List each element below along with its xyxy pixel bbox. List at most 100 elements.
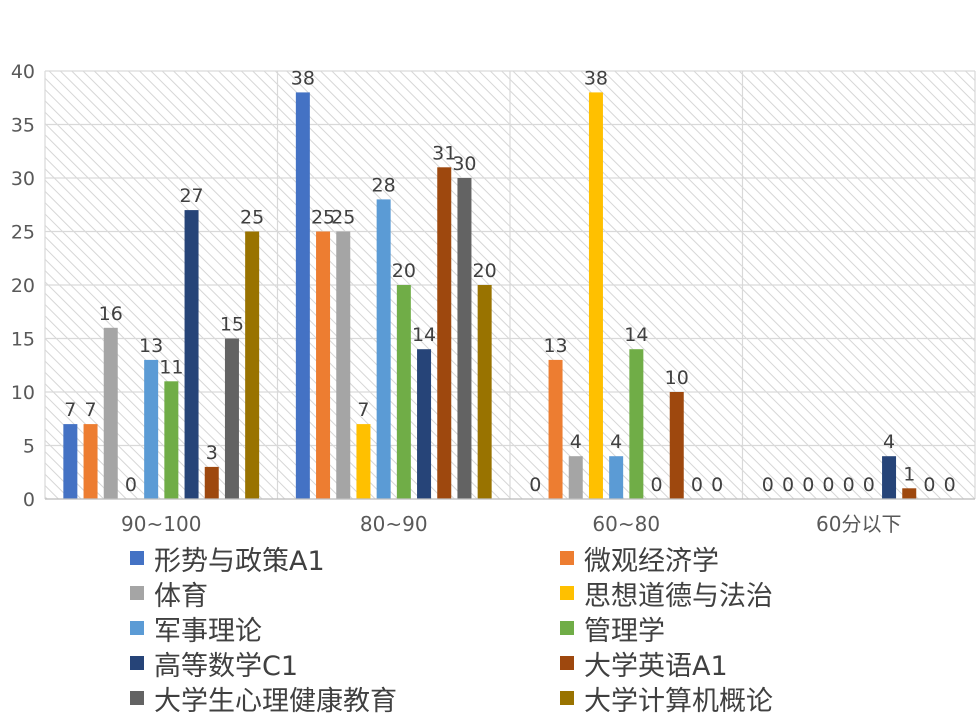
legend-label: 思想道德与法治 [584,580,773,612]
legend-swatch [560,621,574,635]
data-label: 25 [331,207,355,229]
legend-label: 大学计算机概论 [584,685,773,717]
legend-swatch [130,586,144,600]
bar-2-2 [568,456,583,499]
legend-item: 大学生心理健康教育 [130,681,397,717]
data-label: 4 [610,431,622,453]
bar-2-4 [609,456,624,499]
bar-1-6 [417,349,432,499]
data-label: 10 [665,367,689,389]
bar-0-7 [204,466,219,499]
data-label: 0 [944,474,956,496]
bar-0-9 [245,231,260,499]
legend-label: 体育 [154,580,208,612]
data-label: 28 [372,174,396,196]
y-tick-label: 30 [11,168,35,190]
data-label: 11 [159,356,183,378]
bar-2-1 [548,359,563,499]
bar-0-4 [144,359,159,499]
data-label: 16 [99,303,123,325]
legend-label: 大学英语A1 [584,650,728,682]
bars [63,92,917,500]
bar-1-3 [356,424,371,499]
data-label: 7 [64,399,76,421]
data-label: 0 [125,474,137,496]
legend-label: 管理学 [584,615,665,647]
legend-swatch [560,586,574,600]
data-labels: 7 716013112731525382525728201431302001343… [64,67,955,496]
x-category-label: 60~80 [592,512,660,536]
data-label: 30 [452,153,476,175]
data-label: 0 [923,474,935,496]
bar-0-5 [164,381,179,499]
legend-swatch [560,551,574,565]
bar-1-4 [376,199,391,499]
bar-0-2 [103,327,118,499]
legend-item: 大学计算机概论 [560,681,773,717]
legend-label: 大学生心理健康教育 [154,685,397,717]
legend-swatch [130,656,144,670]
bar-1-9 [477,285,492,499]
data-label: 27 [179,185,203,207]
legend-item: 体育 [130,576,208,612]
data-label: 7 [85,399,97,421]
data-label: 13 [139,335,163,357]
data-label: 14 [412,324,436,346]
data-label: 15 [220,314,244,336]
legend-item: 军事理论 [130,611,262,647]
data-label: 0 [651,474,663,496]
data-label: 4 [883,431,895,453]
bar-0-0 [63,424,78,499]
y-tick-label: 20 [11,275,35,297]
y-tick-label: 0 [23,489,35,511]
bar-1-5 [396,285,411,499]
bar-1-2 [336,231,351,499]
bar-1-0 [295,92,310,500]
y-tick-label: 35 [11,115,35,137]
legend-swatch [130,691,144,705]
bar-2-7 [669,392,684,499]
bar-1-7 [437,167,452,500]
legend-item: 形势与政策A1 [130,541,325,577]
data-label: 7 [357,399,369,421]
data-label: 0 [782,474,794,496]
y-tick-label: 15 [11,329,35,351]
data-label: 25 [240,207,264,229]
bar-0-1 [83,424,98,499]
x-axis: 90~100 80~90 60~80 60分以下 [45,498,975,536]
y-tick-label: 5 [23,436,35,458]
data-label: 14 [624,324,648,346]
data-label: 0 [529,474,541,496]
data-label: 0 [843,474,855,496]
data-label: 0 [711,474,723,496]
data-label: 0 [691,474,703,496]
data-label: 25 [311,207,335,229]
bar-1-1 [316,231,331,499]
data-label: 4 [570,431,582,453]
bar-3-6 [882,456,897,499]
legend-item: 微观经济学 [560,541,719,577]
data-label: 1 [903,463,915,485]
legend-item: 大学英语A1 [560,646,728,682]
x-category-label: 60分以下 [816,512,901,536]
legend-item: 思想道德与法治 [560,576,773,612]
legend-swatch [560,656,574,670]
data-label: 31 [432,142,456,164]
gridlines [44,70,976,500]
bar-2-5 [629,349,644,499]
data-label: 0 [762,474,774,496]
legend-label: 形势与政策A1 [154,545,325,577]
x-category-label: 80~90 [360,512,428,536]
data-label: 0 [822,474,834,496]
y-tick-label: 10 [11,382,35,404]
legend-label: 高等数学C1 [154,650,299,682]
data-label: 0 [802,474,814,496]
data-label: 3 [206,442,218,464]
legend-swatch [130,551,144,565]
x-category-label: 90~100 [121,512,201,536]
data-label: 38 [584,67,608,89]
data-label: 20 [392,260,416,282]
y-axis: 0 5 10 15 20 25 30 35 40 [11,61,35,511]
legend-item: 管理学 [560,611,665,647]
